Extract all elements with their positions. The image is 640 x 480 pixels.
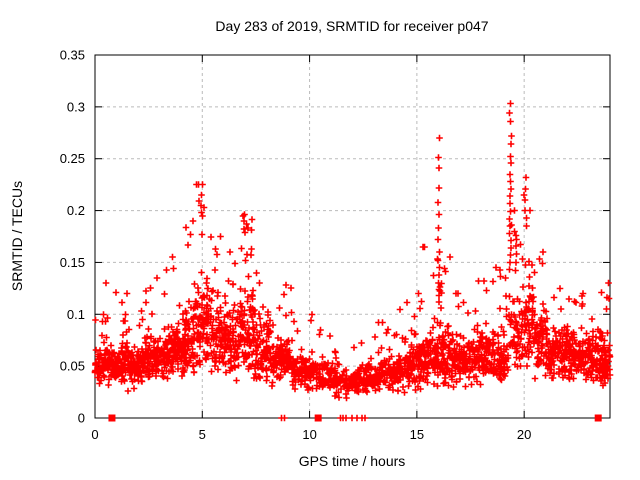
y-tick-label: 0.35	[60, 48, 85, 63]
zero-marker-square	[594, 414, 602, 422]
y-tick-label: 0.15	[60, 255, 85, 270]
y-tick-label: 0.2	[67, 203, 85, 218]
y-tick-label: 0	[78, 411, 85, 426]
x-tick-label: 20	[517, 427, 531, 442]
data-points-layer	[91, 100, 614, 422]
x-tick-label: 10	[302, 427, 316, 442]
x-tick-label: 0	[91, 427, 98, 442]
zero-marker-square	[108, 414, 116, 422]
scatter-points	[91, 100, 614, 422]
axes-and-ticks: 0 5 10 15 20 0 0.05 0.1 0.15 0.2 0.25 0.3 0.35	[60, 48, 611, 442]
y-tick-label: 0.25	[60, 151, 85, 166]
x-tick-label: 15	[410, 427, 424, 442]
zero-marker-square	[314, 414, 322, 422]
y-tick-label: 0.3	[67, 99, 85, 114]
y-tick-label: 0.1	[67, 307, 85, 322]
x-tick-label: 5	[199, 427, 206, 442]
y-tick-label: 0.05	[60, 359, 85, 374]
x-axis-title: GPS time / hours	[299, 453, 406, 469]
chart-title: Day 283 of 2019, SRMTID for receiver p04…	[215, 18, 488, 34]
y-axis-title: SRMTID / TECUs	[9, 181, 25, 291]
